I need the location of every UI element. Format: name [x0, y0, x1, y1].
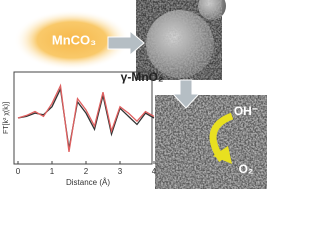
arrow-right — [107, 29, 145, 57]
plot-frame — [13, 71, 153, 165]
x-tick-label: 0 — [16, 167, 21, 176]
sem-texture — [136, 0, 222, 80]
y-axis-label: FT[k² χ(k)] — [3, 102, 10, 134]
precursor-label: MnCO₃ — [52, 32, 96, 47]
graphic-abstract: MnCO₃ OH⁻ O₂ γ-MnO₂ Distance (Å) FT[k² χ… — [3, 0, 267, 189]
precursor-blob — [14, 10, 130, 70]
product-label: γ-MnO₂ — [121, 70, 164, 84]
evolved-label: O₂ — [239, 162, 254, 176]
x-tick-label: 3 — [118, 167, 123, 176]
series-line — [17, 83, 155, 153]
reactant-label: OH⁻ — [234, 104, 258, 118]
reaction-arrowhead — [213, 146, 232, 164]
arrow-down — [171, 79, 201, 109]
x-axis-label: Distance (Å) — [66, 178, 110, 187]
x-tick-label: 1 — [50, 167, 55, 176]
x-tick-label: 4 — [152, 167, 157, 176]
x-tick-label: 2 — [84, 167, 89, 176]
